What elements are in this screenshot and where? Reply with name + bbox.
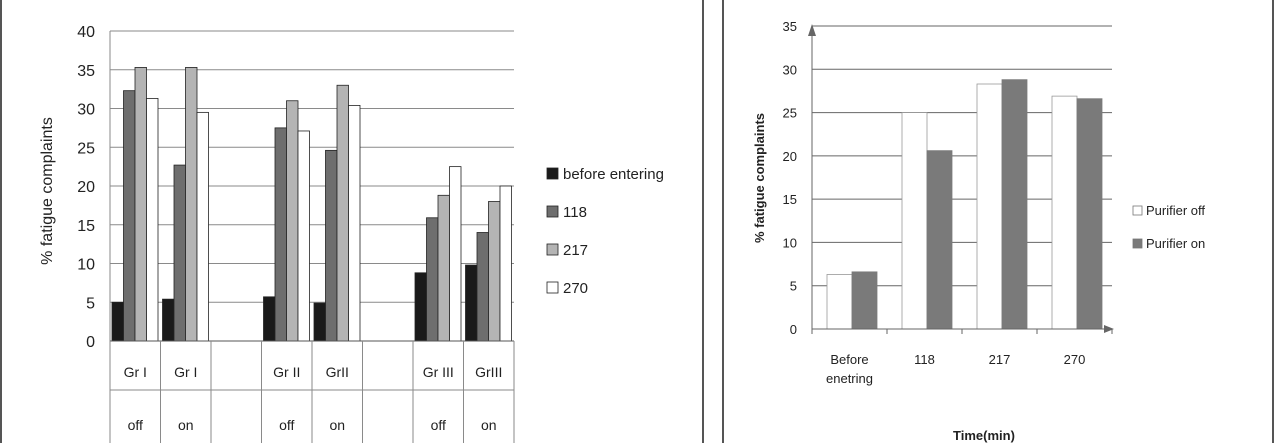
legend-swatch [1132, 238, 1143, 249]
y-tick-label: 5 [86, 295, 95, 312]
bar [111, 301, 124, 342]
right-bars [826, 79, 1103, 330]
legend-swatch [546, 167, 559, 180]
legend-label: before entering [563, 166, 664, 183]
y-tick-label: 35 [77, 63, 95, 80]
legend-swatch [546, 281, 559, 294]
x-tick-label: enetring [826, 371, 873, 386]
x-tick-label: GrIII [475, 364, 502, 380]
bar [851, 271, 878, 330]
y-tick-label: 15 [77, 218, 95, 235]
y-axis-arrow-icon [808, 24, 816, 36]
x-axis-arrow-icon [1104, 325, 1114, 333]
y-tick-label: 25 [77, 140, 95, 157]
x-tick-label: 217 [989, 352, 1011, 367]
legend-label: Purifier off [1146, 203, 1205, 218]
x-tick-label: 118 [914, 352, 935, 367]
bar [826, 274, 853, 330]
bar [325, 149, 338, 342]
y-tick-label: 35 [783, 19, 797, 34]
y-tick-label: 10 [783, 235, 797, 250]
bar [173, 164, 186, 342]
x-tick-label: 270 [1064, 352, 1086, 367]
bar [465, 264, 478, 342]
left-chart-frame [0, 0, 704, 443]
left-y-axis-label: % fatigue complaints [39, 117, 56, 265]
left-x-axis: Gr I off Gr I on Gr II off GrII on Gr III off GrII… [109, 340, 515, 443]
bar [263, 296, 276, 342]
y-tick-label: 25 [783, 106, 797, 121]
bar [196, 111, 209, 342]
bar [426, 217, 439, 342]
x-tick-label: Gr I [124, 364, 147, 380]
bar [313, 302, 326, 342]
bar [162, 298, 175, 342]
left-y-tick-labels: 0 5 10 15 20 25 30 35 40 [77, 24, 95, 351]
x-tick-label: GrII [326, 364, 349, 380]
bar [1051, 95, 1078, 330]
y-tick-label: 0 [790, 322, 797, 337]
right-axes [808, 24, 1114, 334]
bar [185, 67, 198, 342]
bar [926, 150, 953, 330]
bar [449, 166, 462, 342]
x-tick-label: Gr II [273, 364, 300, 380]
x-tick-label: off [431, 417, 446, 433]
bar [414, 272, 427, 342]
y-tick-label: 10 [77, 257, 95, 274]
legend-swatch [546, 243, 559, 256]
bar [1001, 79, 1028, 330]
right-x-axis-label: Time(min) [953, 428, 1015, 443]
right-x-tick-labels: Before enetring 118 217 270 [826, 352, 1085, 386]
right-y-tick-labels: 0 5 10 15 20 25 30 35 [783, 19, 797, 337]
x-tick-label: off [279, 417, 294, 433]
bar [488, 201, 501, 342]
bar [146, 98, 159, 342]
legend-label: 270 [563, 280, 588, 297]
x-tick-label: on [178, 417, 194, 433]
bar [901, 112, 928, 330]
bar [1076, 98, 1103, 330]
legend-label: 217 [563, 242, 588, 259]
legend-label: Purifier on [1146, 236, 1205, 251]
y-tick-label: 20 [77, 179, 95, 196]
x-tick-label: on [481, 417, 497, 433]
right-chart: 0 5 10 15 20 25 30 35 Before enetring 118 217 270 P… [752, 19, 1205, 443]
y-tick-label: 30 [783, 62, 797, 77]
right-chart-panel: 0 5 10 15 20 25 30 35 Before enetring 118 217 270 P… [722, 0, 1276, 445]
x-tick-label: off [128, 417, 143, 433]
bar [286, 100, 299, 342]
bar [123, 90, 136, 342]
legend-label: 118 [563, 204, 587, 221]
bar [348, 105, 361, 342]
left-bars [111, 67, 512, 342]
right-legend: Purifier off Purifier on [1132, 203, 1205, 251]
x-tick-label: on [329, 417, 345, 433]
legend-swatch [1132, 205, 1143, 216]
legend-swatch [546, 205, 559, 218]
bar [336, 84, 349, 342]
y-tick-label: 15 [783, 192, 797, 207]
bar [499, 185, 512, 342]
y-tick-label: 0 [86, 334, 95, 351]
y-tick-label: 5 [790, 279, 797, 294]
bar [437, 194, 450, 342]
bar [297, 130, 310, 342]
right-chart-frame [722, 0, 1274, 443]
x-tick-label: Gr III [423, 364, 454, 380]
x-tick-label: Gr I [174, 364, 197, 380]
x-tick-label: Before [830, 352, 868, 367]
y-tick-label: 40 [77, 24, 95, 41]
y-tick-label: 30 [77, 102, 95, 119]
y-tick-label: 20 [783, 149, 797, 164]
bar [134, 67, 147, 342]
left-legend: before entering 118 217 270 [546, 166, 664, 297]
bar [976, 83, 1003, 330]
bar [476, 232, 489, 342]
bar [274, 127, 287, 342]
right-y-axis-label: % fatigue complaints [752, 113, 767, 243]
